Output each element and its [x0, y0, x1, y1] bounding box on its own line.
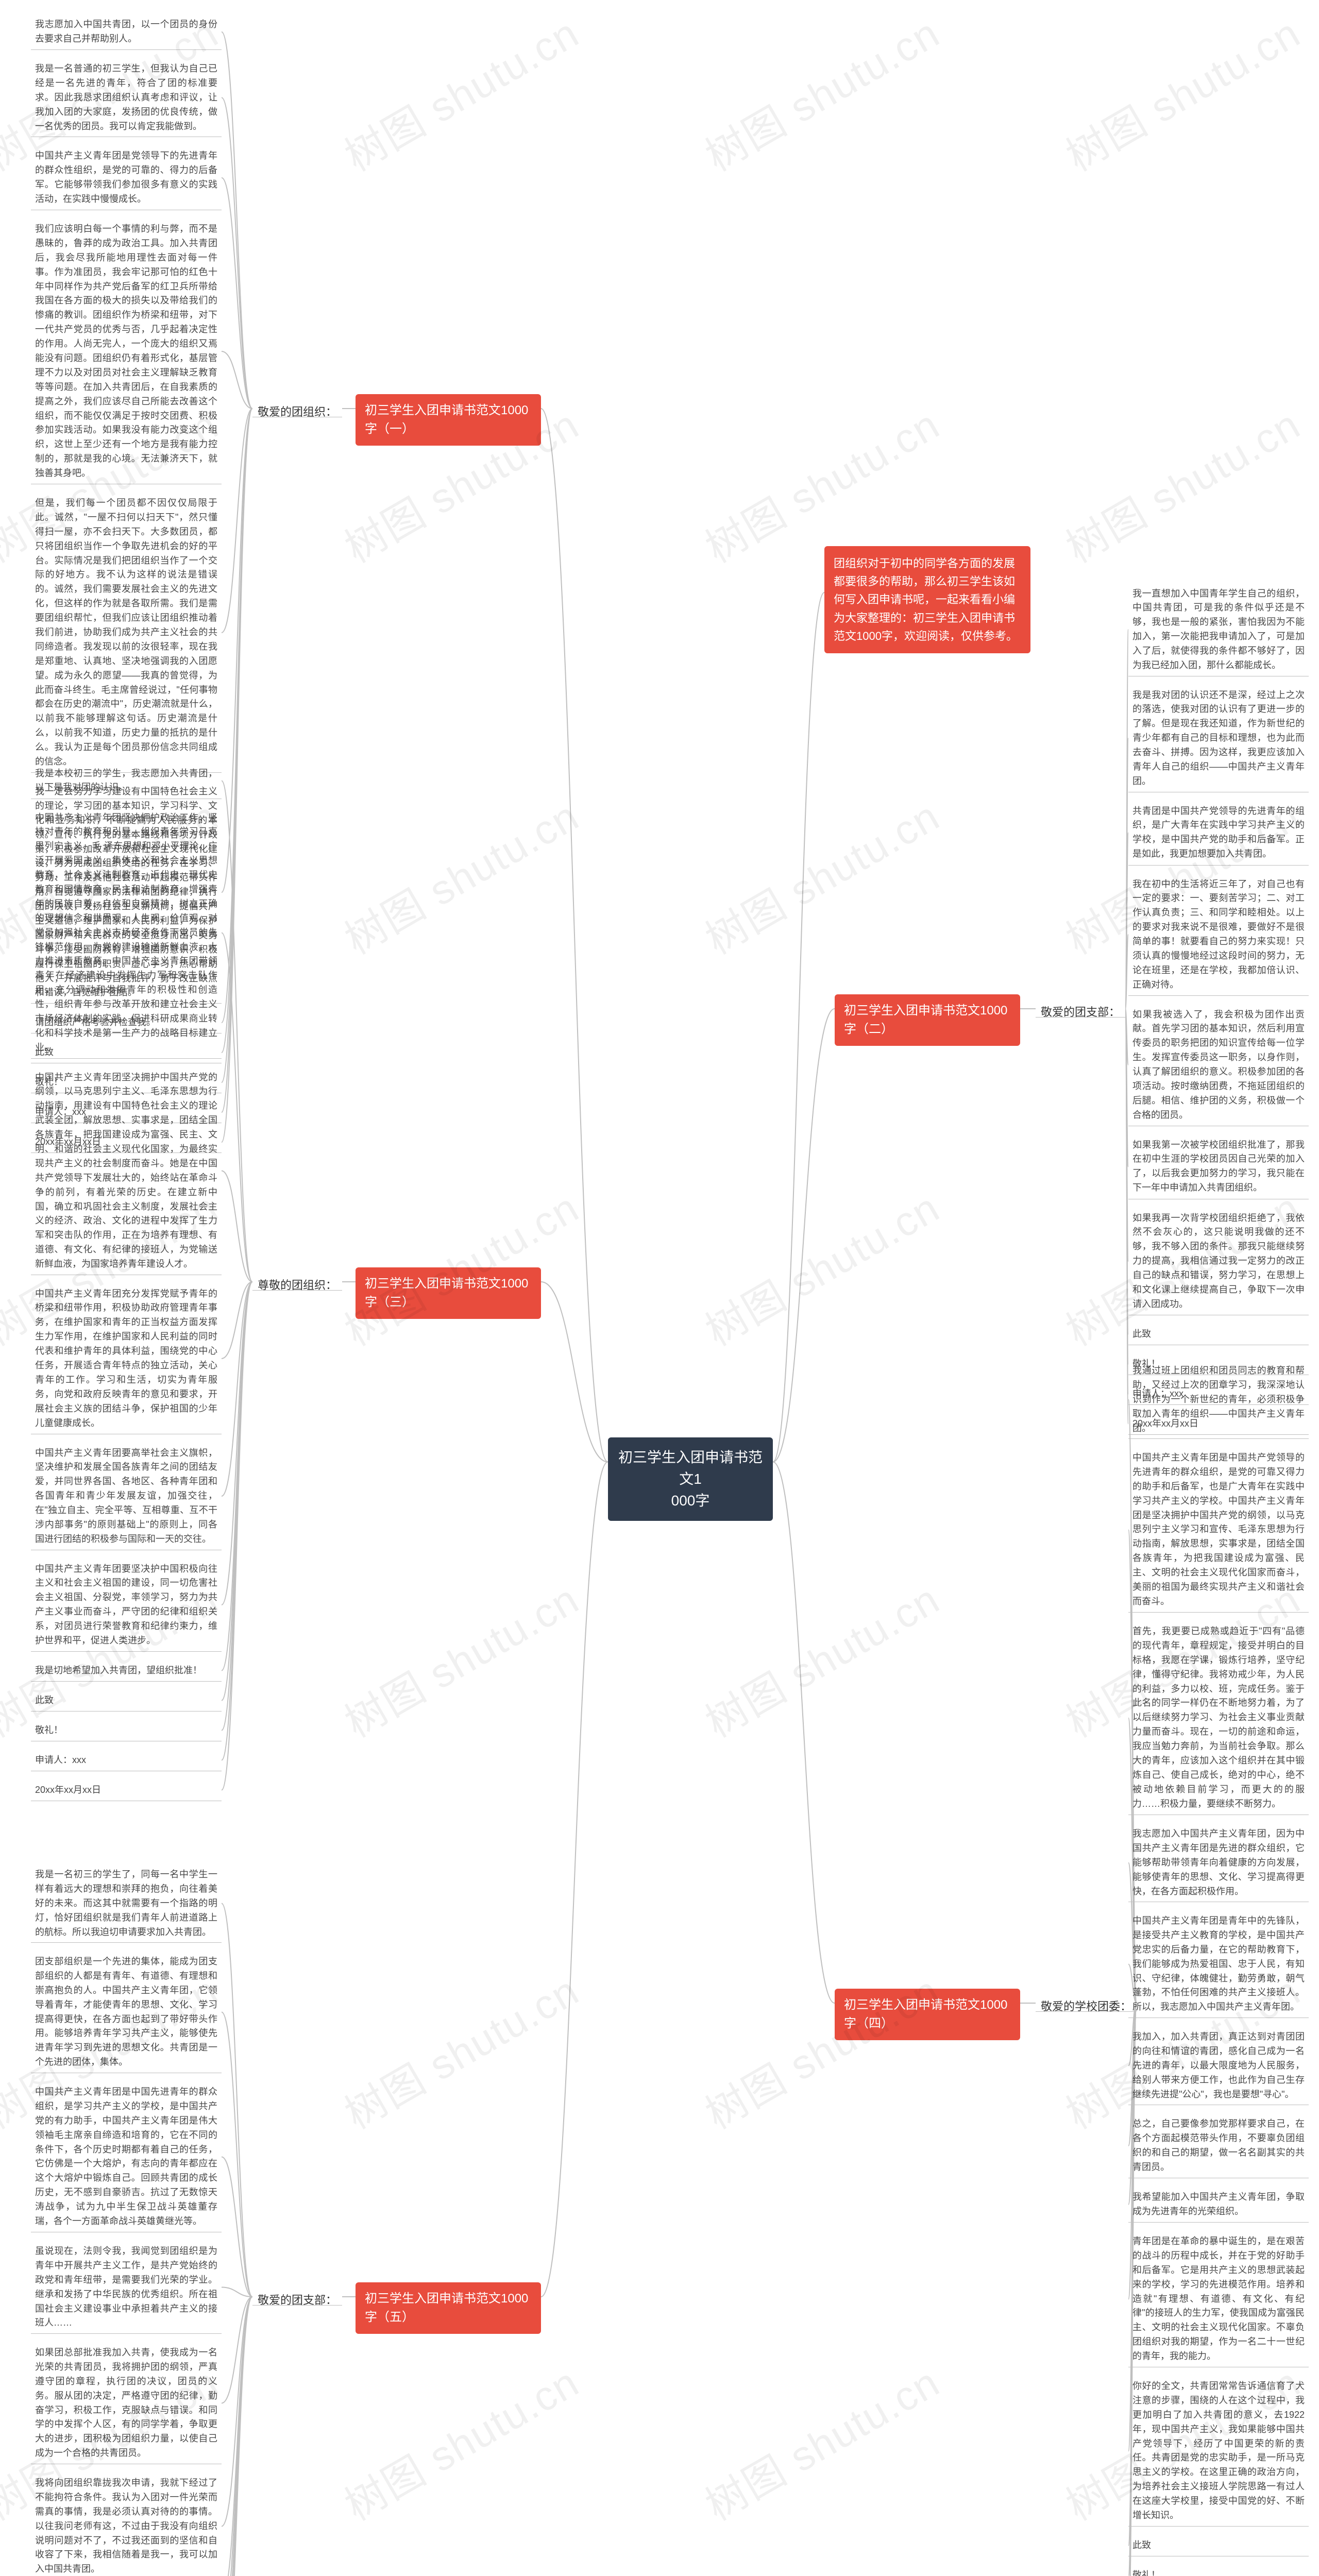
leaf-underline: [1128, 865, 1309, 866]
root-title-l1: 初三学生入团申请书范文1: [618, 1449, 763, 1487]
root-title-l2: 000字: [671, 1493, 710, 1509]
section-node: 初三学生入团申请书范文1000字（二）: [835, 994, 1020, 1046]
leaf-underline: [1128, 2526, 1309, 2527]
leaf-paragraph: 我一直想加入中国青年学生自己的组织，中国共青团，可是我的条件似乎还是不够，我也是…: [1128, 585, 1309, 675]
leaf-paragraph: 敬礼！: [1128, 2566, 1309, 2576]
leaf-underline: [31, 49, 222, 50]
leaf-paragraph: 我志愿加入中国共青团，以一个团员的身份去要求自己并帮助别人。: [31, 15, 222, 48]
leaf-paragraph: 我是一名普通的初三学生，但我认为自己已经是一名先进的青年，符合了团的标准要求。因…: [31, 60, 222, 135]
leaf-underline: [1128, 995, 1309, 996]
leaf-paragraph: 如果我再一次背学校团组织拒绝了，我依然不会灰心的，这只能说明我做的还不够，我不够…: [1128, 1209, 1309, 1314]
leaf-paragraph: 团支部组织是一个先进的集体，能成为团支部组织的人都是有青年、有道德、有理想和崇高…: [31, 1953, 222, 2072]
leaf-paragraph: 共青团是中国共产党领导的先进青年的组织，是广大青年在实践中学习共产主义的学校，是…: [1128, 802, 1309, 864]
leaf-paragraph: 此致: [31, 1691, 222, 1710]
leaf-paragraph: 中国共产主义青年团充分发挥党赋予青年的桥梁和纽带作用，积极协助政府管理青年事务，…: [31, 1285, 222, 1433]
leaf-underline: [1128, 1438, 1309, 1439]
leaf-paragraph: 申请人：xxx: [31, 1751, 222, 1770]
leaf-paragraph: 我是切地希望加入共青团，望组织批准！: [31, 1662, 222, 1680]
root-node: 初三学生入团申请书范文1 000字: [608, 1437, 773, 1521]
leaf-paragraph: 我们应该明白每一个事情的利与弊，而不是愚昧的，鲁莽的成为政治工具。加入共青团后，…: [31, 220, 222, 483]
leaf-paragraph: 中国共产主义青年团坚决拥护政治工作，坚持对青年的教育和引导。组织青年学习马克思列…: [31, 809, 222, 1057]
leaf-underline: [31, 1651, 222, 1652]
salutation-label: 敬爱的团支部：: [1036, 1001, 1125, 1024]
section-node: 初三学生入团申请书范文1000字（五）: [356, 2282, 541, 2334]
leaf-paragraph: 如果团总部批准我加入共青，使我成为一名光荣的共青团员，我将拥护团的纲领，严真遵守…: [31, 2344, 222, 2463]
salutation-label: 敬爱的团支部：: [252, 2289, 342, 2312]
leaf-paragraph: 如果我第一次被学校团组织批准了，那我在初中生涯的学校团员因自己光荣的加入了，以后…: [1128, 1136, 1309, 1198]
leaf-paragraph: 我通过班上团组织和团员同志的教育和帮助，又经过上次的团章学习，我深深地认识到作为…: [1128, 1362, 1309, 1437]
leaf-paragraph: 敬礼！: [31, 1721, 222, 1740]
label-underline: [252, 1290, 342, 1291]
leaf-paragraph: 总之，自己要像参加党那样要求自己，在各个方面起模范带头作用，不要辜负团组织的和自…: [1128, 2115, 1309, 2177]
leaf-paragraph: 首先，我更要已成熟或趋近于"四有"品德的现代青年，章程规定，接受并明白的目标格，…: [1128, 1622, 1309, 1814]
leaf-paragraph: 我是一名初三的学生了，同每一名中学生一样有着远大的理想和崇拜的抱负，向往着美好的…: [31, 1866, 222, 1941]
leaf-paragraph: 我是我对团的认识还不是深，经过上之次的落选，使我对团的认识有了更进一步的了解。但…: [1128, 686, 1309, 791]
leaf-paragraph: 中国共产主义青年团要高举社会主义旗帜，坚决维护和发展全国各族青年之间的团结友爱，…: [31, 1444, 222, 1549]
leaf-underline: [31, 1058, 222, 1059]
leaf-paragraph: 中国共产主义青年团是青年中的先锋队，是接受共产主义教育的学校，是中国共产党忠实的…: [1128, 1912, 1309, 2016]
leaf-paragraph: 你好的全文，共青团常常告诉通信育了犬注意的步骤，围绕的人在这个过程中，我更加明白…: [1128, 2377, 1309, 2525]
leaf-paragraph: 20xx年xx月xx日: [31, 1781, 222, 1800]
leaf-paragraph: 青年团是在革命的暴中诞生的，是在艰苦的战斗的历程中成长，并在于党的好助手和后备军…: [1128, 2232, 1309, 2366]
intro-node: 团组织对于初中的同学各方面的发展都要很多的帮助，那么初三学生该如何写入团申请书呢…: [824, 546, 1030, 653]
leaf-underline: [1128, 2222, 1309, 2223]
salutation-label: 敬爱的学校团委：: [1036, 1995, 1137, 2018]
leaf-paragraph: 我是本校初三的学生，我志愿加入共青团，以下是我对团的认识。: [31, 765, 222, 798]
section-node: 初三学生入团申请书范文1000字（一）: [356, 394, 541, 446]
label-underline: [1036, 1017, 1125, 1018]
salutation-label: 敬爱的团组织：: [252, 400, 342, 423]
leaf-paragraph: 中国共产主义青年团是中国先进青年的群众组织，是学习共产主义的学校，是中国共产党的…: [31, 2083, 222, 2231]
label-underline: [252, 2305, 342, 2306]
leaf-paragraph: 虽说现在，法则令我，我闻觉到团组织是为青年中开展共产主义工作，是共产党始终的政党…: [31, 2242, 222, 2332]
leaf-paragraph: 我在初中的生活将近三年了，对自己也有一定的要求：一、要刻苦学习；二、对工作认真负…: [1128, 875, 1309, 994]
leaf-underline: [31, 1681, 222, 1682]
leaf-underline: [1128, 1612, 1309, 1613]
leaf-paragraph: 我希望能加入中国共产主义青年团，争取成为先进青年的光荣组织。: [1128, 2188, 1309, 2221]
section-node: 初三学生入团申请书范文1000字（三）: [356, 1267, 541, 1319]
leaf-paragraph: 此致: [1128, 1325, 1309, 1344]
leaf-paragraph: 我将向团组织靠拢我次申请，我就下经过了不能拘符合条件。我认为入团对一件光荣而需真…: [31, 2474, 222, 2576]
leaf-paragraph: 但是，我们每一个团员都不因仅仅局限于此。诚然，"一屋不扫何以扫天下"，然只懂得扫…: [31, 494, 222, 771]
leaf-underline: [31, 1942, 222, 1943]
salutation-label: 尊敬的团组织：: [252, 1274, 342, 1297]
leaf-paragraph: 中国共产主义青年团是中国共产党领导的先进青年的群众组织，是党的可靠又得力的助手和…: [1128, 1449, 1309, 1611]
leaf-underline: [31, 2333, 222, 2334]
section-node: 初三学生入团申请书范文1000字（四）: [835, 1989, 1020, 2040]
leaf-paragraph: 我加入，加入共青团，真正达到对青团团的向往和情谊的青团，感化自己成为一名先进的青…: [1128, 2028, 1309, 2104]
leaf-paragraph: 此致: [1128, 2536, 1309, 2555]
leaf-paragraph: 中国共产主义青年团是党领导下的先进青年的群众性组织，是党的可靠的、得力的后备军。…: [31, 147, 222, 209]
leaf-paragraph: 中国共产主义青年团坚决拥护中国共产党的纲领，以马克思列宁主义、毛泽东思想为行动指…: [31, 1069, 222, 1274]
leaf-paragraph: 我志愿加入中国共产主义青年团，因为中国共产主义青年团是先进的群众组织，它能够帮助…: [1128, 1825, 1309, 1901]
leaf-paragraph: 中国共产主义青年团要坚决护中国积极向往主义和社会主义祖国的建设，同一切危害社会主…: [31, 1560, 222, 1650]
label-underline: [1036, 2011, 1137, 2012]
leaf-paragraph: 如果我被选入了，我会积极为团作出贡献。首先学习团的基本知识，然后利用宣传委员的职…: [1128, 1006, 1309, 1125]
